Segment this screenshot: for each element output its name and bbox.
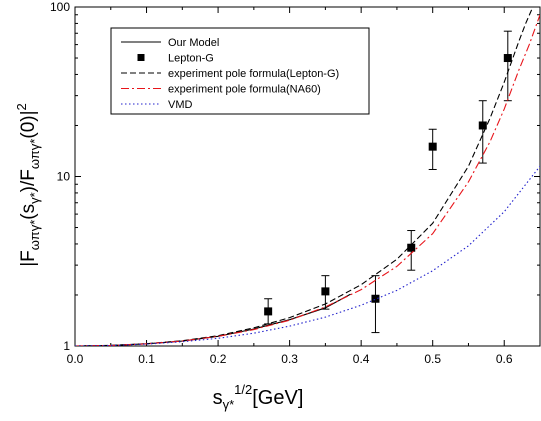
x-tick-label: 0.1 [138, 352, 155, 366]
x-tick-label: 0.5 [424, 352, 441, 366]
y-axis-label-part: γ* [27, 192, 42, 204]
x-tick-label: 0.3 [281, 352, 298, 366]
x-axis-label: sγ*1/2[GeV] [213, 382, 304, 412]
y-axis-label-part: )/F [18, 169, 39, 192]
y-axis-label-text: |Fωπγ*(sγ*)/Fωπγ*(0)|2 [14, 103, 42, 267]
y-axis-label-part: (0)| [18, 110, 39, 138]
y-tick-label: 100 [50, 0, 70, 14]
legend-label: experiment pole formula(Lepton-G) [168, 68, 339, 80]
data-point-marker [428, 142, 437, 151]
x-tick-label: 0.2 [210, 352, 227, 366]
x-tick-label: 0.0 [67, 352, 84, 366]
legend-marker [137, 54, 145, 61]
data-point-marker [503, 54, 512, 63]
series-line-pole-lepton-g [75, 7, 534, 346]
legend-label: Our Model [168, 37, 219, 49]
y-axis-label-part: 2 [14, 103, 29, 110]
legend: Our Model Lepton-G experiment pole formula… [110, 27, 370, 115]
legend-label: Lepton-G [168, 53, 214, 65]
y-axis-label: |Fωπγ*(sγ*)/Fωπγ*(0)|2 [14, 103, 42, 267]
series-line-vmd [75, 165, 540, 346]
y-axis-label-part: |F [18, 250, 39, 267]
y-axis-label-part: ωπγ* [27, 139, 42, 170]
y-tick-label: 1 [63, 339, 70, 353]
y-tick-label: 10 [57, 170, 71, 184]
plot-frame: 0.0 0.1 0.2 0.3 0.4 0.5 0.6 1 10 100 [50, 0, 541, 366]
legend-label: experiment pole formula(NA60) [168, 84, 321, 96]
series-line-our-model [75, 293, 351, 346]
x-axis-label-sub: γ* [223, 397, 235, 412]
x-axis-label-main: s [213, 387, 223, 409]
x-axis-label-unit: [GeV] [252, 387, 303, 409]
x-axis-label-text: sγ*1/2[GeV] [213, 382, 304, 412]
data-point-marker [371, 294, 380, 303]
series-line-pole-na60 [75, 14, 540, 346]
series-layer [75, 7, 540, 346]
legend-label: VMD [168, 99, 193, 111]
x-axis-label-sup: 1/2 [234, 382, 252, 397]
data-point-marker [321, 287, 330, 296]
data-point-marker [478, 121, 487, 130]
data-point-marker [407, 243, 416, 252]
x-tick-label: 0.6 [496, 352, 513, 366]
data-point-marker [264, 307, 273, 316]
x-tick-label: 0.4 [353, 352, 370, 366]
y-axis-label-part: ωπγ* [27, 220, 42, 251]
y-axis-label-part: (s [18, 204, 39, 220]
